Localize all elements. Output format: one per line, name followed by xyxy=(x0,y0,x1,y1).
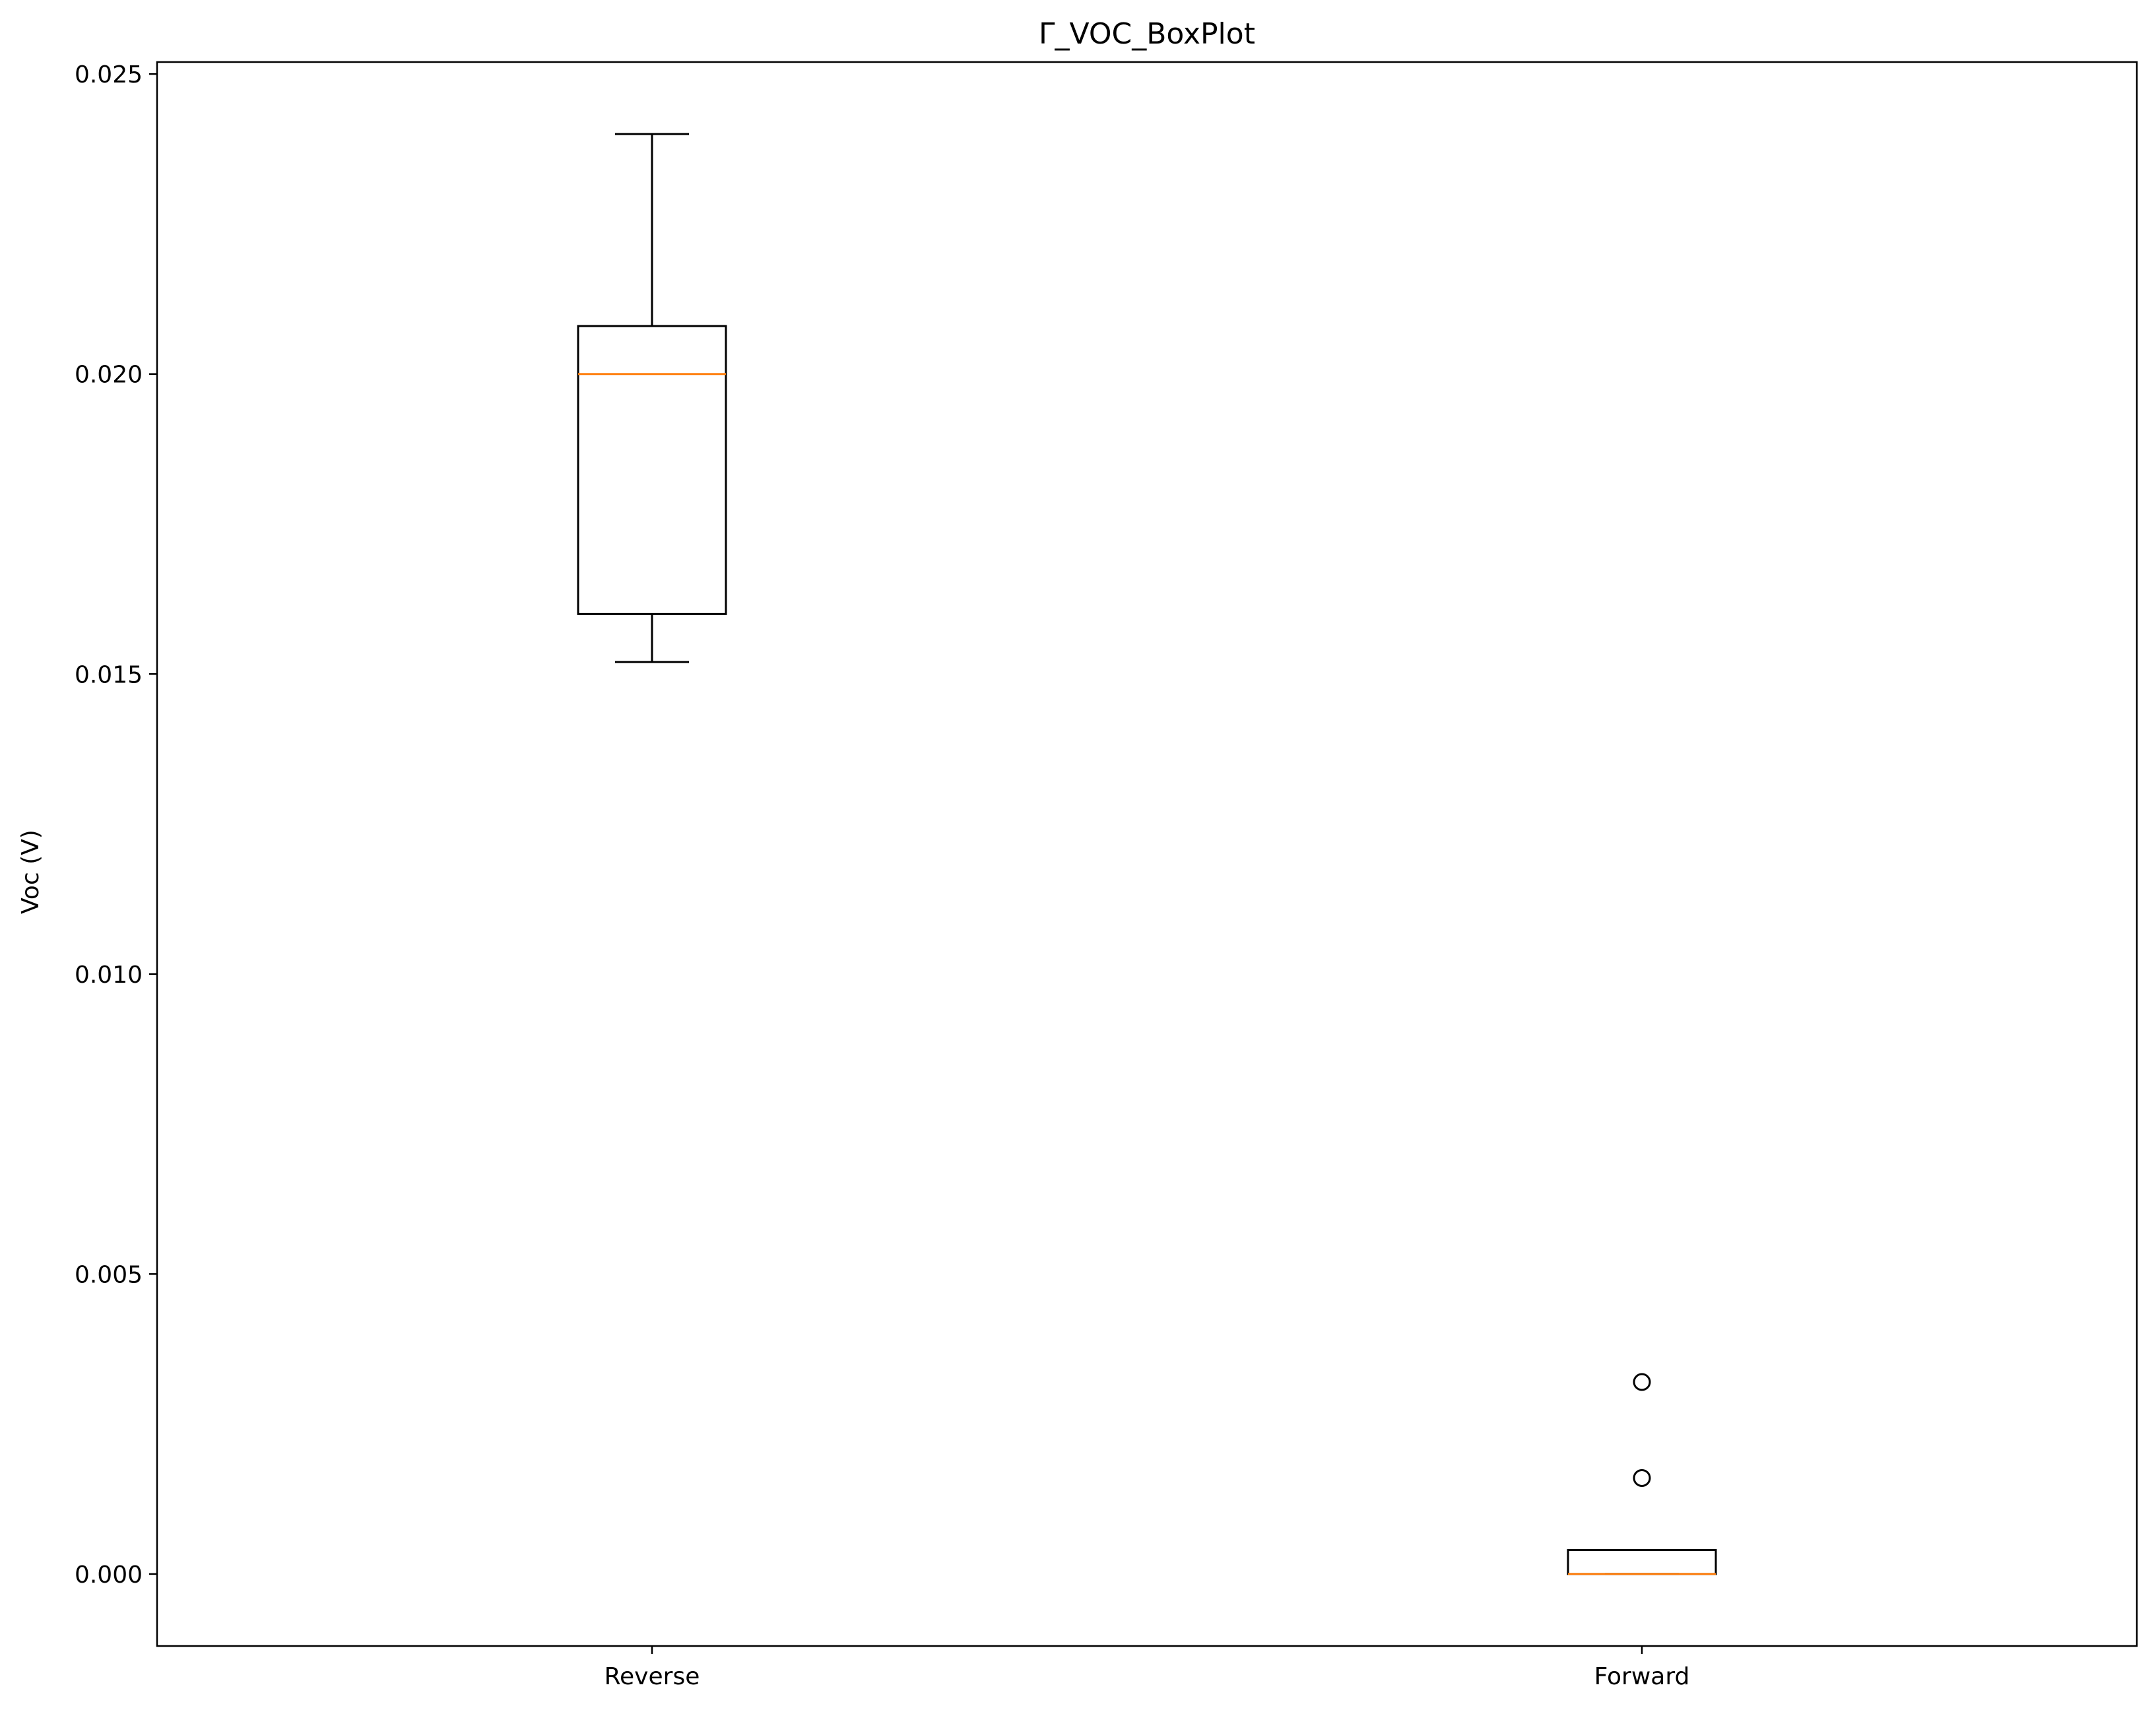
x-tick-label: Forward xyxy=(1594,1663,1690,1690)
iqr-box xyxy=(577,325,727,615)
y-tick-label: 0.015 xyxy=(75,661,143,688)
box-reverse xyxy=(577,133,727,663)
axis-ticks: 0.000 0.005 0.010 0.015 0.020 0.025 Reverse For… xyxy=(75,61,1689,1690)
y-tick-label: 0.000 xyxy=(75,1562,143,1589)
x-tick-label: Reverse xyxy=(604,1663,700,1690)
iqr-box xyxy=(1567,1549,1717,1575)
y-tick-label: 0.005 xyxy=(75,1261,143,1288)
y-tick-label: 0.010 xyxy=(75,962,143,989)
boxes-layer xyxy=(577,133,1717,1575)
outlier-point xyxy=(1633,1373,1651,1391)
box-forward xyxy=(1567,1373,1717,1575)
plot-frame xyxy=(156,61,2138,1647)
y-axis-label: Voc (V) xyxy=(17,830,44,914)
y-tick-label: 0.020 xyxy=(75,362,143,389)
chart-title: Γ_VOC_BoxPlot xyxy=(1039,17,1255,51)
outlier-point xyxy=(1633,1468,1651,1487)
y-tick-label: 0.025 xyxy=(75,61,143,88)
